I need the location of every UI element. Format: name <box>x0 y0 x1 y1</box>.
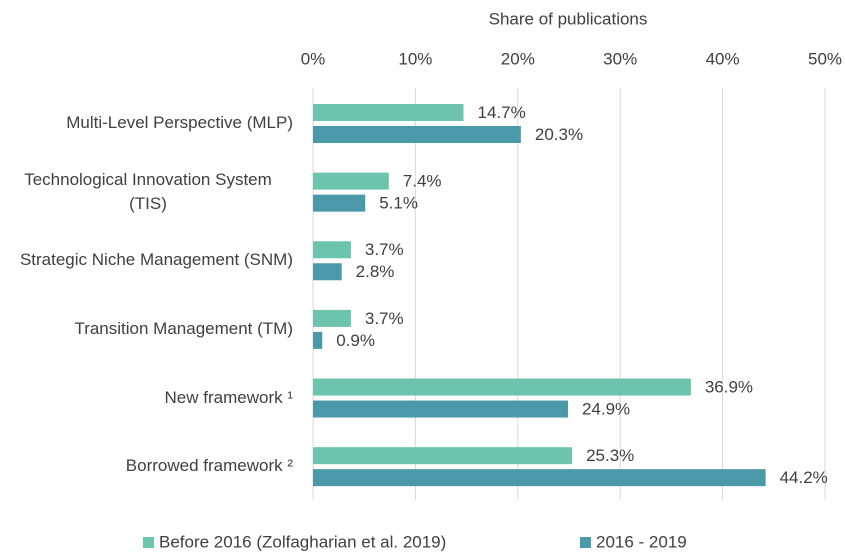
category-label-box: Borrowed framework ² <box>3 436 293 496</box>
bar <box>313 241 351 259</box>
data-label: 2.8% <box>356 262 395 281</box>
data-label: 44.2% <box>780 468 828 487</box>
category-label: Strategic Niche Management (SNM) <box>19 250 293 270</box>
bar <box>313 331 323 349</box>
x-tick-label: 30% <box>603 49 637 68</box>
bar <box>313 263 342 281</box>
data-label: 0.9% <box>336 331 375 350</box>
data-label: 25.3% <box>586 446 634 465</box>
bar <box>313 104 464 121</box>
x-tick-label: 20% <box>501 49 535 68</box>
category-label-box: New framework ¹ <box>3 368 293 428</box>
legend-swatch <box>580 537 591 548</box>
bar <box>313 126 521 143</box>
data-label: 20.3% <box>535 125 583 144</box>
data-label: 24.9% <box>582 400 630 419</box>
legend-label: Before 2016 (Zolfagharian et al. 2019) <box>159 532 446 551</box>
bar <box>313 194 366 212</box>
data-label: 7.4% <box>403 172 442 191</box>
data-label: 36.9% <box>705 378 753 397</box>
category-label-box: Strategic Niche Management (SNM) <box>3 230 293 290</box>
category-label: New framework ¹ <box>164 387 293 407</box>
data-label: 3.7% <box>365 309 404 328</box>
data-label: 14.7% <box>478 103 526 122</box>
x-tick-label: 0% <box>301 49 326 68</box>
bar <box>313 172 389 190</box>
legend-label: 2016 - 2019 <box>596 532 687 551</box>
category-label: Multi-Level Perspective (MLP) <box>66 113 293 132</box>
x-tick-label: 10% <box>398 49 432 68</box>
category-label-box: Transition Management (TM) <box>3 299 293 359</box>
bar <box>313 309 351 327</box>
x-tick-label: 50% <box>808 49 842 68</box>
legend-swatch <box>143 537 154 548</box>
bar <box>313 447 573 465</box>
category-label: Borrowed framework ² <box>125 456 293 476</box>
axis-title: Share of publications <box>489 9 648 28</box>
category-label: Transition Management (TM) <box>74 318 293 338</box>
category-label-box: Multi-Level Perspective (MLP) <box>3 93 293 153</box>
bar <box>313 469 766 487</box>
data-label: 3.7% <box>365 240 404 259</box>
category-label: Technological Innovation System (TIS) <box>24 169 272 213</box>
x-tick-label: 40% <box>706 49 740 68</box>
bar <box>313 400 568 418</box>
category-label-box: Technological Innovation System (TIS) <box>3 162 293 222</box>
bar <box>313 378 691 396</box>
data-label: 5.1% <box>379 194 418 213</box>
